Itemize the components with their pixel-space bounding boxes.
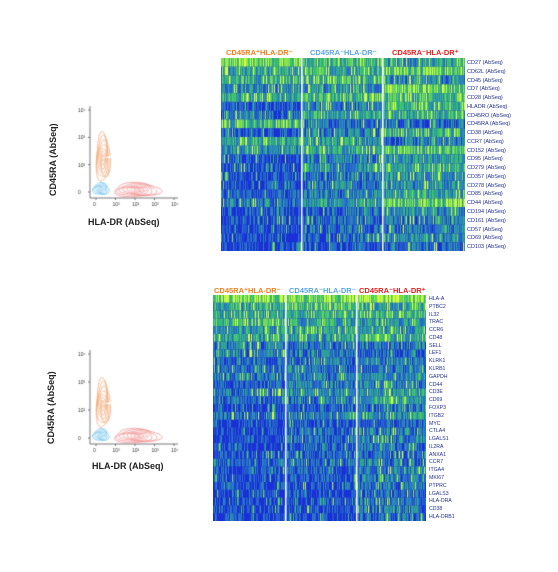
gene-label: CD38 (AbSeq): [467, 130, 503, 137]
top-group-label-2: CD45RA⁻HLA-DR⁻: [310, 48, 377, 57]
gene-label: CD161 (AbSeq): [467, 217, 506, 224]
gene-label: HLADR (AbSeq): [467, 103, 508, 110]
top-gene-label-list: CD27 (AbSeq) CD62L (AbSeq) CD45 (AbSeq) CD7…: [467, 59, 511, 252]
gene-label: CD28 (AbSeq): [467, 95, 503, 102]
gene-label: CD44 (AbSeq): [467, 200, 503, 207]
gene-label: CD194 (AbSeq): [467, 209, 506, 216]
gene-label: TRAC: [429, 319, 444, 326]
gene-label: CCR6: [429, 327, 444, 334]
top-group-label-1: CD45RA⁺HLA-DR⁻: [226, 48, 293, 57]
gene-label: PTBC2: [429, 303, 446, 310]
gene-label: CD27 (AbSeq): [467, 60, 503, 66]
gene-label: CD279 (AbSeq): [467, 165, 506, 172]
gene-label: KLRK1: [429, 358, 446, 365]
bottom-group-label-3: CD45RA⁻HLA-DR⁺: [359, 286, 426, 295]
gene-label: MKI67: [429, 474, 444, 481]
gene-label: GAPDH: [429, 373, 448, 380]
gene-label: IL2RA: [429, 443, 444, 450]
top-y-axis-label: CD45RA (AbSeq): [48, 123, 58, 196]
gene-label: CD45 (AbSeq): [467, 77, 503, 84]
bottom-y-axis-label: CD45RA (AbSeq): [46, 371, 56, 444]
gene-label: CD69: [429, 397, 443, 404]
gene-label: ITGA4: [429, 467, 444, 474]
gene-label: CD357 (AbSeq): [467, 173, 506, 180]
gene-label: CD57 (AbSeq): [467, 226, 503, 233]
gene-label: CD85 (AbSeq): [467, 191, 503, 198]
bottom-group-label-1: CD45RA⁺HLA-DR⁻: [214, 286, 281, 295]
gene-label: CCR7 (AbSeq): [467, 138, 504, 145]
gene-label: CD45RO (AbSeq): [467, 112, 512, 119]
bottom-group-label-2: CD45RA⁻HLA-DR⁻: [289, 286, 356, 295]
bottom-contour-plot: [74, 346, 182, 454]
gene-label: CD44: [429, 381, 443, 388]
gene-label: CD278 (AbSeq): [467, 182, 506, 189]
gene-label: ANXA1: [429, 451, 447, 458]
top-group-label-3: CD45RA⁻HLA-DR⁺: [392, 48, 459, 57]
bottom-heatmap: [213, 295, 426, 521]
bottom-gene-label-list: HLA-A PTBC2 IL32 TRAC CCR6 CD48 SELL LEF1 KLRK1 K…: [429, 296, 455, 522]
gene-label: CTLA4: [429, 428, 446, 435]
gene-label: SELL: [429, 342, 442, 349]
gene-label: MYC: [429, 420, 441, 427]
gene-label: LGALS3: [429, 490, 449, 497]
gene-label: CD38: [429, 506, 443, 513]
gene-label: LEF1: [429, 350, 442, 357]
gene-label: CD62L (AbSeq): [467, 68, 506, 75]
gene-label: HLA-DRB1: [429, 513, 455, 520]
gene-label: PTPRC: [429, 482, 447, 489]
gene-label: LGALS1: [429, 436, 449, 443]
gene-label: KLRB1: [429, 366, 446, 373]
gene-label: CD69 (AbSeq): [467, 235, 503, 242]
gene-label: HLA-DRA: [429, 498, 452, 505]
top-x-axis-label: HLA-DR (AbSeq): [88, 217, 160, 227]
gene-label: IL32: [429, 311, 440, 318]
gene-label: CCR7: [429, 459, 444, 466]
gene-label: FOXP3: [429, 404, 447, 411]
gene-label: CD45RA (AbSeq): [467, 121, 511, 128]
gene-label: CD48: [429, 334, 443, 341]
top-contour-plot: [74, 102, 182, 208]
bottom-x-axis-label: HLA-DR (AbSeq): [92, 461, 164, 471]
gene-label: CD7 (AbSeq): [467, 86, 500, 93]
top-heatmap: [221, 58, 465, 251]
gene-label: CD152 (AbSeq): [467, 147, 506, 154]
gene-label: CD3E: [429, 389, 443, 396]
gene-label: CD95 (AbSeq): [467, 156, 503, 163]
gene-label: ITGB2: [429, 412, 444, 419]
gene-label: CD103 (AbSeq): [467, 244, 506, 251]
gene-label: HLA-A: [429, 296, 445, 302]
